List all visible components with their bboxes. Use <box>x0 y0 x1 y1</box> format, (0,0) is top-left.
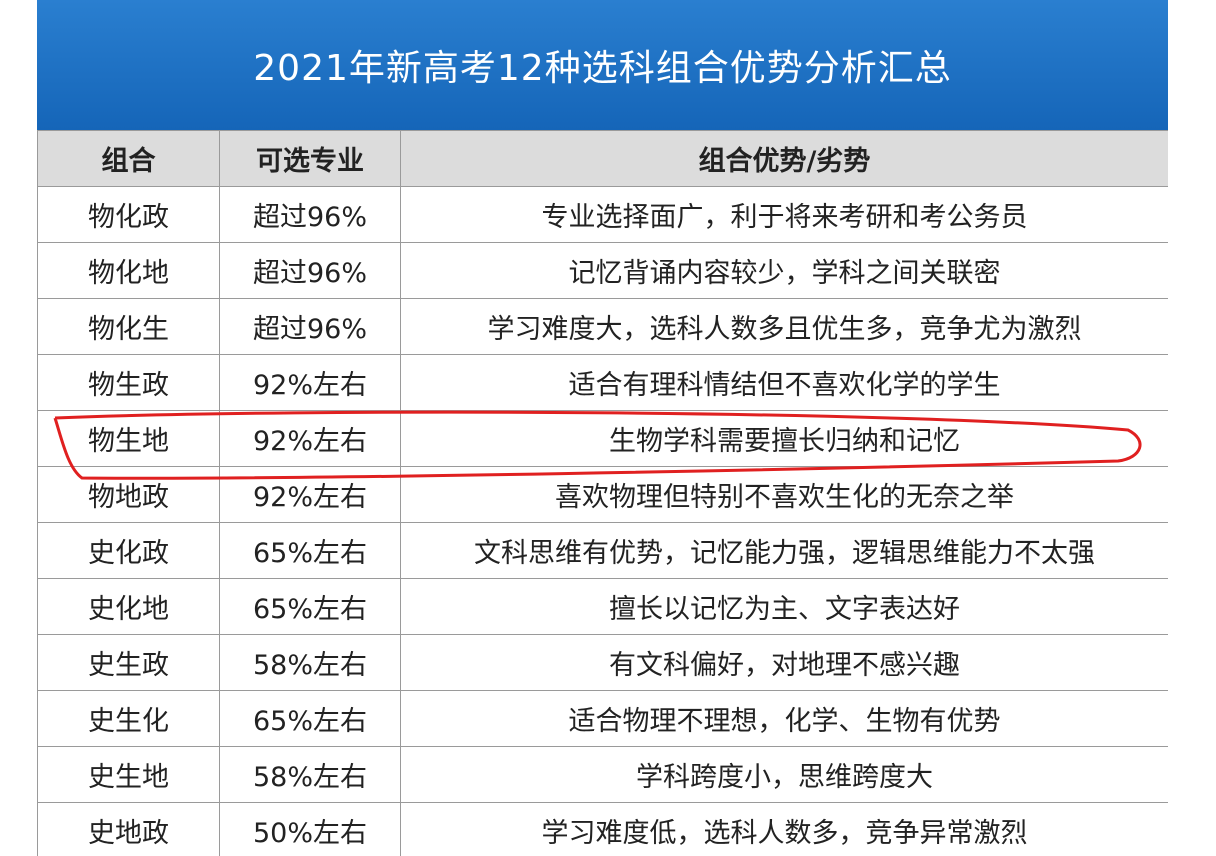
table-row: 史生地 58%左右 学科跨度小，思维跨度大 <box>37 746 1168 803</box>
table-cell: 超过96% <box>219 298 401 355</box>
table-row: 史生政 58%左右 有文科偏好，对地理不感兴趣 <box>37 634 1168 691</box>
header-row: 组合 可选专业 组合优势/劣势 <box>37 130 1168 187</box>
table-cell: 文科思维有优势，记忆能力强，逻辑思维能力不太强 <box>400 522 1168 579</box>
table-cell: 物生地 <box>37 410 220 467</box>
table-cell: 92%左右 <box>219 410 401 467</box>
table-cell: 适合物理不理想，化学、生物有优势 <box>400 690 1168 747</box>
table-cell: 史地政 <box>37 802 220 856</box>
table-cell: 学习难度低，选科人数多，竞争异常激烈 <box>400 802 1168 856</box>
column-header: 组合 <box>37 130 220 187</box>
table-cell: 超过96% <box>219 186 401 243</box>
table-row: 物化政 超过96% 专业选择面广，利于将来考研和考公务员 <box>37 186 1168 243</box>
table: 组合 可选专业 组合优势/劣势 物化政 超过96% 专业选择面广，利于将来考研和考公务员… <box>37 130 1168 856</box>
table-row: 物化地 超过96% 记忆背诵内容较少，学科之间关联密 <box>37 242 1168 299</box>
table-container: 2021年新高考12种选科组合优势分析汇总 组合 可选专业 组合优势/劣势 物化政超… <box>37 0 1168 856</box>
table-row: 史地政 50%左右 学习难度低，选科人数多，竞争异常激烈 <box>37 802 1168 856</box>
table-cell: 58%左右 <box>219 634 401 691</box>
table-cell: 有文科偏好，对地理不感兴趣 <box>400 634 1168 691</box>
table-row: 物生政 92%左右 适合有理科情结但不喜欢化学的学生 <box>37 354 1168 411</box>
table-cell: 史化政 <box>37 522 220 579</box>
table-row: 史化政 65%左右 文科思维有优势，记忆能力强，逻辑思维能力不太强 <box>37 522 1168 579</box>
table-row: 物化生 超过96% 学习难度大，选科人数多且优生多，竞争尤为激烈 <box>37 298 1168 355</box>
column-header: 可选专业 <box>219 130 401 187</box>
table-cell: 物化政 <box>37 186 220 243</box>
table-cell: 物生政 <box>37 354 220 411</box>
table-row: 物地政 92%左右 喜欢物理但特别不喜欢生化的无奈之举 <box>37 466 1168 523</box>
table-row: 史化地 65%左右 擅长以记忆为主、文字表达好 <box>37 578 1168 635</box>
table-cell: 喜欢物理但特别不喜欢生化的无奈之举 <box>400 466 1168 523</box>
column-header: 组合优势/劣势 <box>400 130 1168 187</box>
table-cell: 58%左右 <box>219 746 401 803</box>
table-cell: 超过96% <box>219 242 401 299</box>
table-cell: 史生政 <box>37 634 220 691</box>
table-row: 史生化 65%左右 适合物理不理想，化学、生物有优势 <box>37 690 1168 747</box>
table-row: 物生地 92%左右 生物学科需要擅长归纳和记忆 <box>37 410 1168 467</box>
title: 2021年新高考12种选科组合优势分析汇总 <box>37 0 1168 130</box>
table-cell: 史化地 <box>37 578 220 635</box>
table-cell: 50%左右 <box>219 802 401 856</box>
table-cell: 擅长以记忆为主、文字表达好 <box>400 578 1168 635</box>
table-cell: 专业选择面广，利于将来考研和考公务员 <box>400 186 1168 243</box>
table-cell: 65%左右 <box>219 578 401 635</box>
table-body: 物化政 超过96% 专业选择面广，利于将来考研和考公务员 物化地 超过96% 记忆背诵内容… <box>37 186 1168 856</box>
table-cell: 65%左右 <box>219 522 401 579</box>
table-cell: 史生化 <box>37 690 220 747</box>
table-cell: 学科跨度小，思维跨度大 <box>400 746 1168 803</box>
table-cell: 史生地 <box>37 746 220 803</box>
table-cell: 适合有理科情结但不喜欢化学的学生 <box>400 354 1168 411</box>
table-cell: 生物学科需要擅长归纳和记忆 <box>400 410 1168 467</box>
table-cell: 物地政 <box>37 466 220 523</box>
table-cell: 92%左右 <box>219 354 401 411</box>
table-cell: 物化生 <box>37 298 220 355</box>
table-cell: 物化地 <box>37 242 220 299</box>
table-cell: 92%左右 <box>219 466 401 523</box>
table-cell: 65%左右 <box>219 690 401 747</box>
table-cell: 记忆背诵内容较少，学科之间关联密 <box>400 242 1168 299</box>
table-cell: 学习难度大，选科人数多且优生多，竞争尤为激烈 <box>400 298 1168 355</box>
